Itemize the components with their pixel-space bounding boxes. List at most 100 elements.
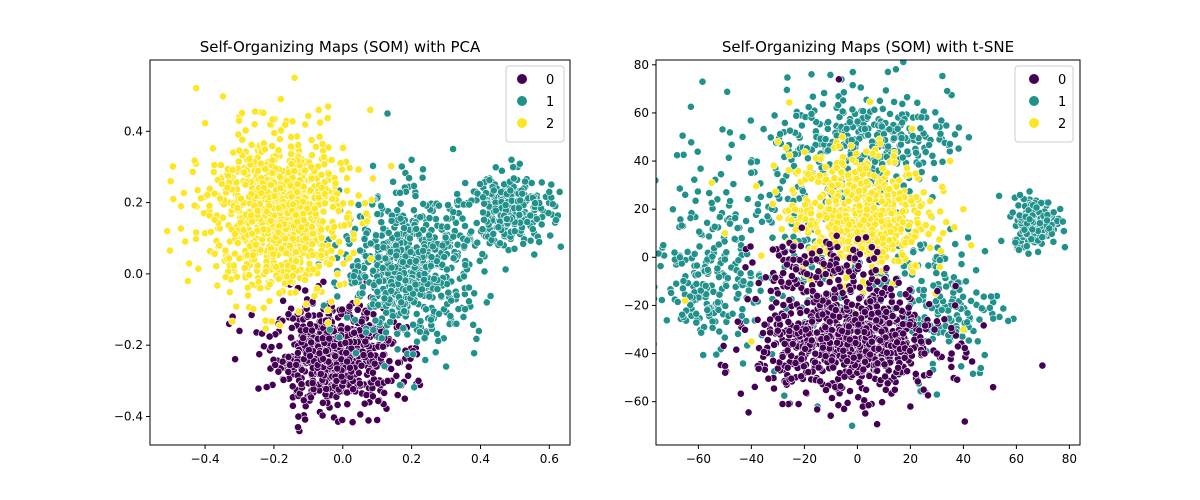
- pca-point-0: [343, 324, 352, 333]
- pca-point-0: [368, 368, 377, 377]
- tsne-point-1: [944, 306, 952, 315]
- pca-point-2: [301, 166, 309, 175]
- tsne-point-2: [834, 142, 843, 151]
- pca-point-1: [526, 211, 535, 220]
- tsne-point-0: [787, 374, 796, 383]
- tsne-point-0: [828, 394, 836, 402]
- tsne-point-1: [1014, 201, 1023, 210]
- tsne-point-1: [687, 102, 695, 111]
- tsne-point-1: [995, 191, 1003, 200]
- pca-point-2: [205, 211, 214, 220]
- pca-point-1: [459, 312, 468, 321]
- tsne-point-0: [770, 384, 778, 393]
- pca-point-0: [394, 358, 403, 367]
- pca-point-1: [470, 349, 478, 358]
- pca-point-2: [223, 183, 232, 192]
- pca-point-2: [323, 114, 332, 122]
- pca-point-1: [407, 155, 416, 164]
- tsne-chart: Self-Organizing Maps (SOM) with t-SNE −6…: [624, 38, 1081, 466]
- pca-point-1: [373, 287, 382, 296]
- tsne-point-2: [903, 164, 911, 173]
- pca-point-0: [319, 277, 328, 286]
- tsne-point-2: [862, 177, 871, 186]
- pca-point-2: [274, 228, 283, 237]
- tsne-point-1: [931, 108, 940, 117]
- tsne-point-1: [976, 364, 985, 372]
- tsne-point-0: [783, 363, 792, 372]
- pca-point-0: [348, 418, 357, 427]
- tsne-point-2: [848, 155, 857, 164]
- pca-point-1: [415, 327, 424, 336]
- pca-point-0: [301, 286, 310, 295]
- tsne-point-1: [924, 261, 933, 270]
- pca-point-0: [279, 296, 287, 305]
- tsne-point-1: [683, 247, 692, 256]
- tsne-point-1: [1045, 224, 1054, 233]
- pca-x-tick-label: 0.6: [540, 452, 559, 466]
- pca-point-2: [228, 317, 237, 326]
- pca-point-2: [219, 92, 227, 101]
- tsne-point-1: [730, 234, 739, 243]
- pca-point-1: [400, 307, 409, 316]
- pca-point-1: [461, 179, 470, 187]
- pca-point-0: [254, 384, 263, 393]
- pca-point-1: [497, 166, 506, 175]
- tsne-point-1: [754, 200, 762, 209]
- pca-point-2: [259, 303, 268, 312]
- tsne-point-1: [708, 323, 717, 332]
- pca-y-tick-label: −0.2: [114, 338, 143, 352]
- tsne-point-1: [899, 60, 908, 66]
- pca-point-2: [267, 181, 275, 189]
- pca-point-0: [343, 388, 351, 397]
- pca-point-0: [350, 328, 358, 337]
- pca-point-0: [338, 416, 347, 424]
- tsne-point-1: [1044, 198, 1053, 207]
- tsne-point-2: [959, 205, 968, 214]
- tsne-point-1: [708, 252, 717, 261]
- pca-point-1: [489, 229, 498, 238]
- pca-point-0: [338, 305, 346, 314]
- tsne-point-1: [736, 269, 745, 278]
- pca-point-2: [265, 280, 274, 289]
- pca-point-2: [320, 153, 328, 161]
- pca-point-1: [425, 214, 434, 222]
- pca-point-1: [546, 231, 555, 240]
- pca-point-1: [518, 189, 527, 198]
- pca-point-1: [472, 219, 481, 227]
- tsne-point-0: [778, 400, 787, 408]
- tsne-point-1: [758, 217, 766, 226]
- pca-point-2: [257, 189, 266, 197]
- pca-point-1: [465, 200, 474, 209]
- pca-point-0: [271, 360, 280, 369]
- pca-point-0: [364, 416, 373, 425]
- tsne-point-1: [917, 277, 926, 285]
- pca-point-1: [431, 215, 440, 223]
- pca-point-1: [409, 206, 418, 215]
- tsne-point-1: [860, 125, 869, 133]
- pca-point-2: [247, 211, 255, 220]
- tsne-point-1: [898, 118, 907, 127]
- pca-point-2: [336, 248, 345, 257]
- pca-point-2: [210, 249, 219, 258]
- tsne-point-1: [925, 141, 933, 149]
- tsne-point-1: [675, 253, 684, 262]
- tsne-point-1: [839, 96, 847, 105]
- pca-point-2: [275, 289, 284, 298]
- pca-point-1: [419, 165, 427, 174]
- tsne-point-1: [693, 261, 701, 270]
- pca-point-1: [491, 163, 500, 172]
- pca-point-2: [274, 204, 283, 212]
- tsne-point-2: [788, 186, 797, 195]
- pca-point-0: [319, 354, 327, 363]
- pca-point-1: [458, 214, 467, 223]
- pca-point-2: [221, 246, 230, 255]
- pca-point-2: [256, 284, 265, 293]
- pca-point-1: [555, 187, 564, 196]
- pca-point-2: [166, 177, 175, 186]
- tsne-point-1: [678, 284, 687, 293]
- tsne-point-1: [897, 134, 906, 142]
- tsne-point-1: [898, 100, 907, 108]
- tsne-point-1: [687, 138, 696, 147]
- pca-point-1: [506, 186, 515, 195]
- tsne-point-1: [714, 240, 723, 249]
